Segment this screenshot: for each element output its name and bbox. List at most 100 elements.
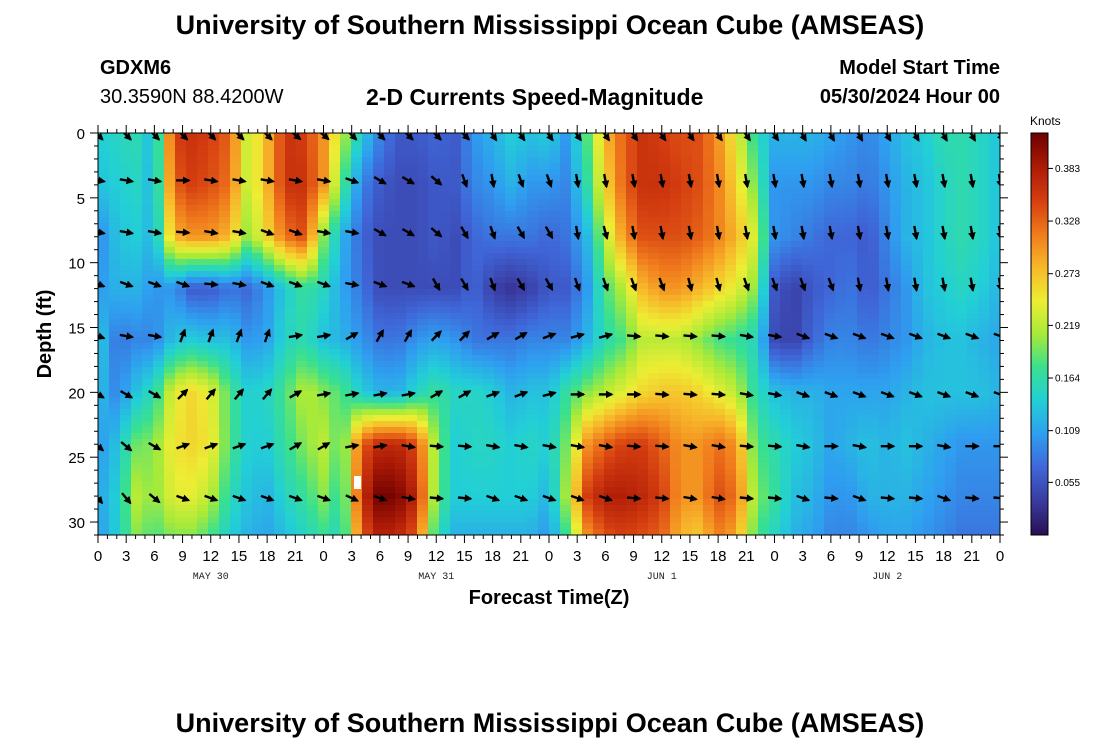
heatmap-cell: [835, 259, 847, 266]
heatmap-cell: [835, 463, 847, 470]
heatmap-cell: [835, 241, 847, 248]
heatmap-cell: [439, 511, 451, 518]
heatmap-cell: [494, 427, 506, 434]
heatmap-cell: [714, 475, 726, 482]
heatmap-cell: [769, 439, 781, 446]
heatmap-cell: [747, 457, 759, 464]
heatmap-cell: [274, 385, 286, 392]
heatmap-cell: [483, 175, 495, 182]
heatmap-cell: [340, 451, 352, 458]
heatmap-cell: [824, 499, 836, 506]
heatmap-cell: [879, 457, 891, 464]
heatmap-cell: [131, 475, 143, 482]
heatmap-cell: [461, 529, 473, 535]
heatmap-cell: [406, 145, 418, 152]
heatmap-cell: [703, 265, 715, 272]
heatmap-cell: [241, 337, 253, 344]
heatmap-cell: [791, 373, 803, 380]
heatmap-cell: [571, 397, 583, 404]
heatmap-cell: [230, 475, 242, 482]
heatmap-cell: [373, 337, 385, 344]
heatmap-cell: [604, 169, 616, 176]
heatmap-cell: [186, 181, 198, 188]
heatmap-cell: [450, 427, 462, 434]
heatmap-cell: [164, 217, 176, 224]
heatmap-cell: [846, 217, 858, 224]
heatmap-cell: [318, 253, 330, 260]
heatmap-cell: [824, 235, 836, 242]
heatmap-cell: [714, 319, 726, 326]
heatmap-cell: [505, 337, 517, 344]
heatmap-cell: [329, 379, 341, 386]
heatmap-cell: [351, 355, 363, 362]
heatmap-cell: [384, 175, 396, 182]
heatmap-cell: [835, 253, 847, 260]
heatmap-cell: [241, 469, 253, 476]
heatmap-cell: [175, 319, 187, 326]
heatmap-cell: [571, 433, 583, 440]
heatmap-cell: [769, 169, 781, 176]
heatmap-cell: [285, 133, 297, 140]
heatmap-cell: [483, 445, 495, 452]
heatmap-cell: [450, 373, 462, 380]
heatmap-cell: [736, 463, 748, 470]
heatmap-cell: [450, 301, 462, 308]
heatmap-cell: [736, 307, 748, 314]
heatmap-cell: [516, 301, 528, 308]
heatmap-cell: [670, 487, 682, 494]
heatmap-cell: [780, 187, 792, 194]
heatmap-cell: [505, 229, 517, 236]
heatmap-cell: [879, 169, 891, 176]
heatmap-cell: [527, 235, 539, 242]
heatmap-cell: [681, 451, 693, 458]
heatmap-cell: [648, 415, 660, 422]
heatmap-cell: [582, 511, 594, 518]
heatmap-cell: [549, 409, 561, 416]
heatmap-cell: [428, 379, 440, 386]
heatmap-cell: [703, 157, 715, 164]
heatmap-cell: [252, 457, 264, 464]
heatmap-cell: [703, 487, 715, 494]
heatmap-cell: [406, 349, 418, 356]
heatmap-cell: [153, 313, 165, 320]
heatmap-cell: [846, 277, 858, 284]
heatmap-cell: [626, 469, 638, 476]
heatmap-cell: [406, 193, 418, 200]
heatmap-cell: [549, 349, 561, 356]
heatmap-cell: [329, 457, 341, 464]
heatmap-cell: [131, 523, 143, 530]
heatmap-cell: [879, 313, 891, 320]
heatmap-cell: [582, 349, 594, 356]
heatmap-cell: [329, 175, 341, 182]
heatmap-cell: [835, 355, 847, 362]
heatmap-cell: [681, 193, 693, 200]
heatmap-cell: [131, 427, 143, 434]
heatmap-cell: [406, 385, 418, 392]
heatmap-cell: [395, 331, 407, 338]
heatmap-cell: [780, 307, 792, 314]
heatmap-cell: [483, 523, 495, 530]
heatmap-cell: [351, 151, 363, 158]
heatmap-cell: [736, 289, 748, 296]
heatmap-cell: [890, 313, 902, 320]
heatmap-cell: [395, 133, 407, 140]
heatmap-cell: [351, 199, 363, 206]
heatmap-cell: [758, 463, 770, 470]
heatmap-cell: [824, 337, 836, 344]
heatmap-cell: [780, 325, 792, 332]
heatmap-cell: [384, 367, 396, 374]
heatmap-cell: [417, 157, 429, 164]
heatmap-cell: [582, 403, 594, 410]
heatmap-cell: [681, 163, 693, 170]
heatmap-cell: [901, 169, 913, 176]
heatmap-cell: [758, 451, 770, 458]
heatmap-cell: [208, 199, 220, 206]
heatmap-cell: [197, 217, 209, 224]
heatmap-cell: [186, 277, 198, 284]
heatmap-cell: [637, 439, 649, 446]
heatmap-cell: [505, 289, 517, 296]
heatmap-cell: [318, 433, 330, 440]
heatmap-cell: [208, 319, 220, 326]
heatmap-cell: [538, 355, 550, 362]
heatmap-cell: [549, 259, 561, 266]
